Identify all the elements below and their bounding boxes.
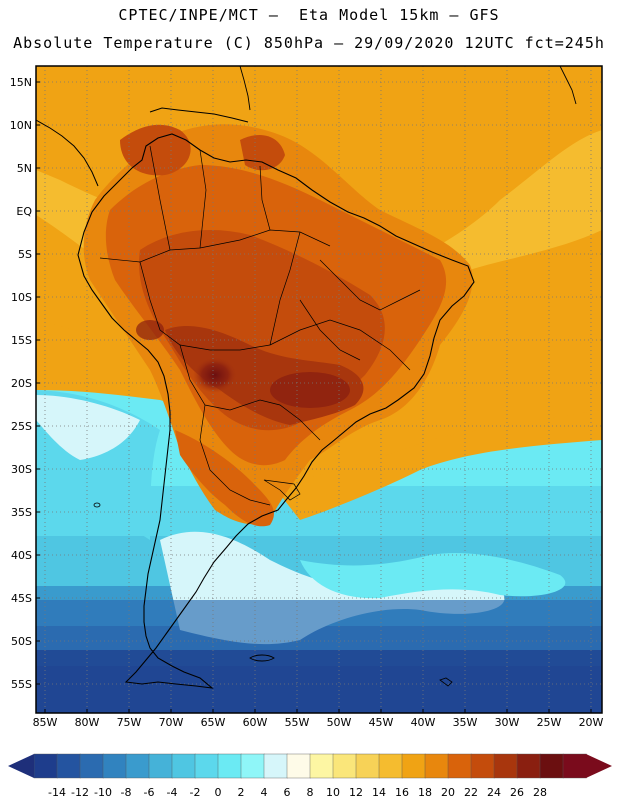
colorbar-label: 12	[349, 786, 363, 799]
temperature-field	[36, 66, 602, 713]
colorbar-swatch	[194, 753, 219, 779]
colorbar-swatch	[79, 753, 104, 779]
latitude-label: 25S	[11, 420, 32, 433]
latitude-label: 30S	[11, 463, 32, 476]
colorbar-label: 20	[441, 786, 455, 799]
latitude-label: 10N	[10, 119, 32, 132]
colorbar-swatch	[516, 753, 541, 779]
colorbar-label: 28	[533, 786, 547, 799]
coastline	[77, 133, 475, 689]
colorbar-label: 14	[372, 786, 386, 799]
colorbar-label: 16	[395, 786, 409, 799]
colorbar-label: -10	[94, 786, 112, 799]
colorbar-swatch	[355, 753, 380, 779]
colorbar-label: -8	[121, 786, 132, 799]
latitude-label: 15N	[10, 76, 32, 89]
latitude-label: EQ	[16, 205, 32, 218]
longitude-label: 60W	[243, 716, 268, 729]
latitude-label: 15S	[11, 334, 32, 347]
colorbar-swatch	[447, 753, 472, 779]
latitude-label: 35S	[11, 506, 32, 519]
colorbar-label: 10	[326, 786, 340, 799]
colorbar-swatch	[33, 753, 58, 779]
colorbar-label: 0	[215, 786, 222, 799]
colorbar-swatch	[240, 753, 265, 779]
colorbar-swatch	[263, 753, 288, 779]
colorbar-swatch	[493, 753, 518, 779]
colorbar-swatch	[470, 753, 495, 779]
colorbar-swatch	[309, 753, 334, 779]
colorbar-swatch	[217, 753, 242, 779]
map-title: CPTEC/INPE/MCT – Eta Model 15km – GFS	[118, 6, 500, 24]
longitude-label: 70W	[159, 716, 184, 729]
latitude-label: 40S	[11, 549, 32, 562]
colorbar-max-arrow	[586, 754, 612, 778]
colorbar-label: -14	[48, 786, 66, 799]
longitude-label: 85W	[33, 716, 58, 729]
colorbar-swatch	[102, 753, 127, 779]
colorbar-label: 2	[238, 786, 245, 799]
colorbar-swatch	[125, 753, 150, 779]
colorbar-swatch	[171, 753, 196, 779]
colorbar-label: -12	[71, 786, 89, 799]
latitude-label: 10S	[11, 291, 32, 304]
longitude-label: 45W	[369, 716, 394, 729]
colorbar-label: 4	[261, 786, 268, 799]
colorbar-swatch	[562, 753, 587, 779]
colorbar-label: 18	[418, 786, 432, 799]
colorbar-label: 24	[487, 786, 501, 799]
colorbar-swatch	[56, 753, 81, 779]
latitude-label: 55S	[11, 678, 32, 691]
longitude-label: 65W	[201, 716, 226, 729]
latitude-label: 45S	[11, 592, 32, 605]
color-legend: -14 -12 -10 -8 -6 -4 -2 0 2 4 6 8 10 12 14 16 18 20 22 24 26…	[8, 753, 612, 799]
longitude-label: 50W	[327, 716, 352, 729]
colorbar-label: 8	[307, 786, 314, 799]
colorbar-label: 26	[510, 786, 524, 799]
latitude-label: 50S	[11, 635, 32, 648]
colorbar-label: -6	[144, 786, 155, 799]
colorbar-label: 22	[464, 786, 478, 799]
latitude-label: 5N	[17, 162, 32, 175]
latitude-axis: 15N 10N 5N EQ 5S 10S 15S 20S 25S 30S 35S 40S 45S 50S 5…	[10, 76, 40, 691]
map-subtitle: Absolute Temperature (C) 850hPa – 29/09/…	[13, 34, 605, 52]
longitude-label: 30W	[495, 716, 520, 729]
latitude-label: 20S	[11, 377, 32, 390]
colorbar-swatch	[286, 753, 311, 779]
longitude-label: 40W	[411, 716, 436, 729]
longitude-label: 55W	[285, 716, 310, 729]
longitude-label: 80W	[75, 716, 100, 729]
longitude-label: 75W	[117, 716, 142, 729]
colorbar-swatch	[539, 753, 564, 779]
colorbar-min-arrow	[8, 754, 34, 778]
colorbar-label: -4	[167, 786, 178, 799]
map-frame	[35, 65, 603, 714]
colorbar-label: -2	[190, 786, 201, 799]
colorbar-swatch	[401, 753, 426, 779]
colorbar-swatch	[148, 753, 173, 779]
longitude-label: 35W	[453, 716, 478, 729]
colorbar-label: 6	[284, 786, 291, 799]
colorbar-swatch	[332, 753, 357, 779]
longitude-axis: 85W 80W 75W 70W 65W 60W 55W 50W 45W 40W 35W 30W 25W 2…	[33, 709, 604, 729]
longitude-label: 20W	[579, 716, 604, 729]
colorbar-swatch	[378, 753, 403, 779]
latitude-label: 5S	[18, 248, 32, 261]
colorbar-swatch	[424, 753, 449, 779]
longitude-label: 25W	[537, 716, 562, 729]
